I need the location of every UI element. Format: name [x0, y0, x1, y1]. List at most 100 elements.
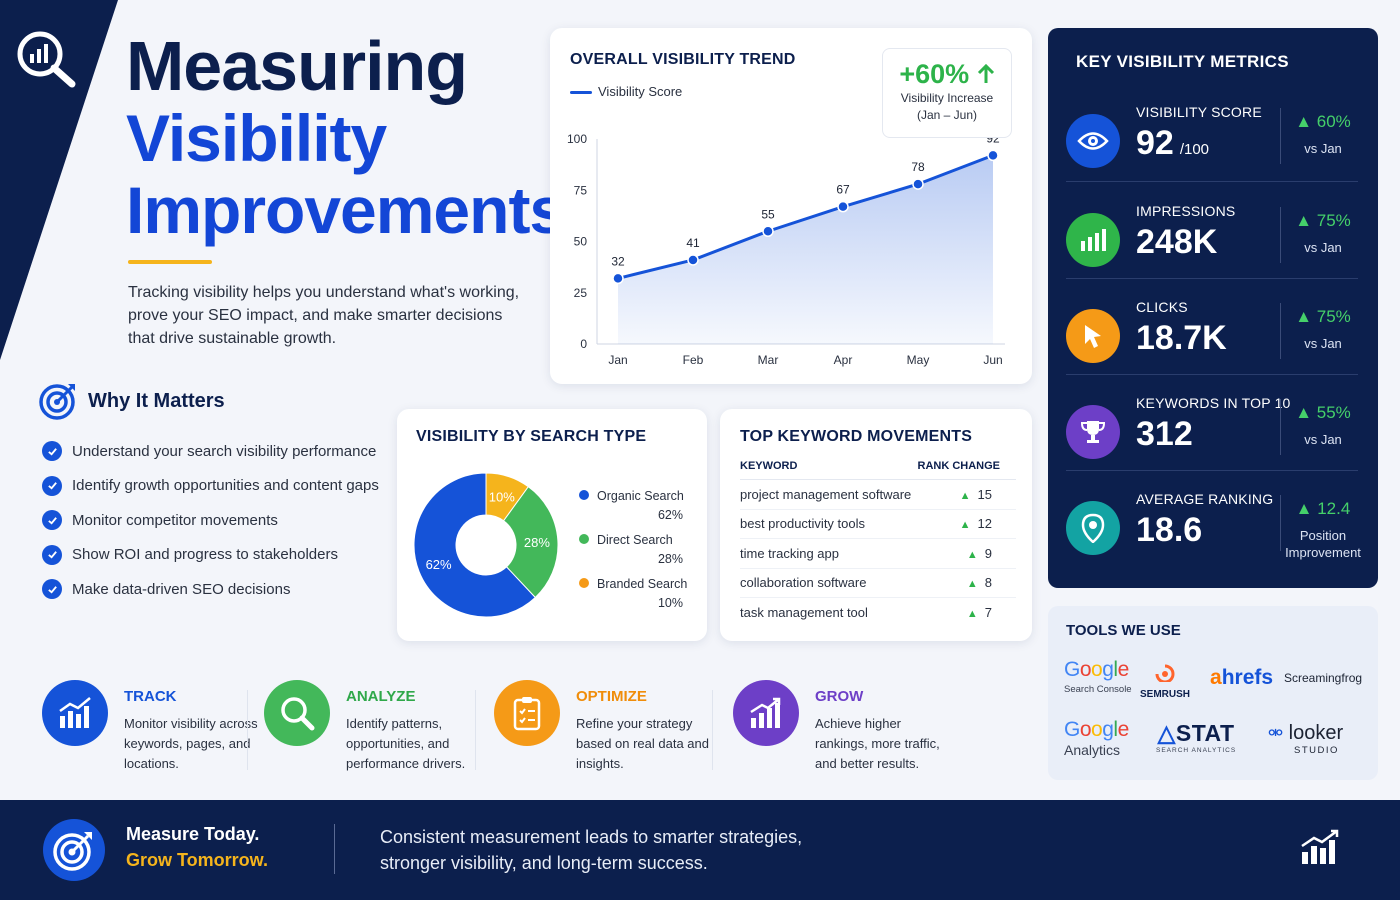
screamingfrog-label: Screamingfrog [1284, 671, 1363, 685]
x-tick-label: Jan [608, 353, 627, 367]
metric-clicks: CLICKS 18.7K ▲ 75% vs Jan [1066, 291, 1360, 387]
metric-sub: Position Improvement [1285, 528, 1361, 560]
slice-label: 28% [524, 535, 550, 550]
why-list: Understand your search visibility perfor… [42, 434, 379, 607]
data-point [987, 149, 999, 162]
area-fill [618, 155, 993, 344]
metric-value: 92/100 [1136, 124, 1210, 162]
series-line [617, 153, 994, 280]
step-track: TRACK Monitor visibility across keywords… [42, 676, 258, 776]
triangle-up-icon: ▲ [959, 489, 971, 502]
change-cell: ▲ 12 [915, 509, 1016, 539]
stat-label: STAT [1175, 720, 1235, 746]
pie-legend: Organic Search 62% Direct Search 28% Bra… [579, 487, 687, 613]
looker-sub-label: STUDIO [1294, 745, 1339, 756]
keyword-cell: best productivity tools [740, 509, 916, 539]
looker-studio-logo: ⚮ looker STUDIO [1268, 722, 1343, 756]
step-title: TRACK [124, 688, 177, 705]
y-tick-label: 50 [574, 235, 588, 249]
triangle-up-icon: ▲ [966, 608, 978, 620]
x-tick-label: May [907, 353, 930, 367]
metric-value: 248K [1136, 223, 1218, 261]
legend-label: Visibility Score [598, 84, 683, 99]
growth-chart-icon [733, 680, 799, 746]
keyword-cell: project management software [740, 479, 916, 510]
step-desc: Refine your strategy based on real data … [576, 716, 709, 771]
magnifier-icon [264, 680, 330, 746]
why-item: Monitor competitor movements [42, 503, 379, 538]
metric-change: ▲ 75% [1295, 211, 1351, 230]
slice-label: 10% [489, 489, 515, 504]
why-item: Understand your search visibility perfor… [42, 434, 379, 469]
x-tick-label: Jun [983, 353, 1002, 367]
clipboard-icon [494, 680, 560, 746]
footer: Measure Today. Grow Tomorrow. Consistent… [0, 800, 1400, 900]
check-icon [42, 579, 62, 600]
google-wordmark: Google [1064, 658, 1129, 681]
metric-sub: vs Jan [1304, 141, 1342, 156]
keywords-title: TOP KEYWORD MOVEMENTS [740, 428, 973, 445]
keyword-cell: task management tool [740, 605, 868, 620]
check-icon [42, 475, 62, 496]
why-item-text: Show ROI and progress to stakeholders [72, 546, 338, 564]
badge-value: +60% [883, 59, 1011, 90]
legend-line-icon [570, 91, 592, 95]
metric-value: 18.7K [1136, 319, 1227, 357]
metric-change: ▲ 75% [1295, 307, 1351, 326]
target-icon [39, 384, 75, 420]
why-title: Why It Matters [88, 390, 225, 412]
keyword-cell: time tracking app [740, 538, 916, 569]
data-label: 32 [611, 254, 625, 268]
x-tick-label: Mar [758, 353, 779, 367]
change-cell: ▲ 15 [915, 479, 1016, 510]
metric-label: IMPRESSIONS [1136, 203, 1236, 219]
search-type-card: VISIBILITY BY SEARCH TYPE 10% 28% 62% Orga… [397, 409, 707, 641]
bar-chart-icon [42, 680, 108, 746]
data-label: 55 [761, 207, 775, 221]
eye-icon [1066, 114, 1120, 168]
data-point [762, 225, 774, 237]
data-label: 41 [686, 236, 700, 250]
search-type-title: VISIBILITY BY SEARCH TYPE [416, 428, 647, 445]
ahrefs-logo: aahrefshrefs [1210, 666, 1274, 689]
metric-keywords-top10: KEYWORDS IN TOP 10 312 ▲ 55% vs Jan [1066, 387, 1360, 483]
step-desc: Achieve higher rankings, more traffic, a… [815, 716, 940, 771]
google-analytics-logo: Google Analytics [1064, 718, 1129, 758]
check-icon [42, 510, 62, 531]
metric-change: ▲ 12.4 [1295, 499, 1351, 518]
data-point [612, 272, 624, 285]
metric-impressions: IMPRESSIONS 248K ▲ 75% vs Jan [1066, 195, 1360, 291]
tools-title: TOOLS WE USE [1066, 622, 1181, 639]
stat-sub-label: SEARCH ANALYTICS [1156, 747, 1237, 754]
change-cell: ▲ 7 [966, 605, 992, 620]
change-cell: ▲ 8 [915, 568, 1016, 598]
legend-direct: Direct Search [579, 531, 687, 550]
why-item: Make data-driven SEO decisions [42, 572, 379, 607]
metric-sub: vs Jan [1304, 432, 1342, 447]
data-point [687, 254, 699, 266]
increase-badge: +60% Visibility Increase (Jan – Jun) [882, 48, 1012, 138]
footer-message: Consistent measurement leads to smarter … [380, 827, 803, 873]
table-row: time tracking app ▲ 9 [740, 538, 1016, 569]
data-label: 67 [836, 183, 850, 197]
pie-slice [413, 472, 536, 618]
looker-icon: ⚮ [1268, 723, 1284, 743]
metric-visibility-score: VISIBILITY SCORE 92/100 ▲ 60% vs Jan [1066, 96, 1360, 192]
semrush-icon [1155, 664, 1175, 684]
tools-panel: TOOLS WE USE Google Search Console SEMRU… [1048, 606, 1378, 780]
metric-label: VISIBILITY SCORE [1136, 104, 1262, 120]
stat-triangle-icon: △ [1157, 720, 1176, 746]
metric-label: CLICKS [1136, 299, 1188, 315]
why-item: Show ROI and progress to stakeholders [42, 538, 379, 573]
title-underline [128, 260, 212, 264]
step-title: OPTIMIZE [576, 688, 647, 705]
why-item-text: Make data-driven SEO decisions [72, 580, 291, 598]
table-row: collaboration software ▲ 8 [740, 568, 1016, 598]
legend-organic: Organic Search [579, 487, 687, 506]
check-icon [42, 544, 62, 565]
data-label: 78 [911, 160, 925, 174]
step-optimize: OPTIMIZE Refine your strategy based on r… [494, 676, 709, 776]
table-row: task management tool ▲ 7 [740, 598, 1016, 628]
looker-label: looker [1288, 722, 1344, 744]
